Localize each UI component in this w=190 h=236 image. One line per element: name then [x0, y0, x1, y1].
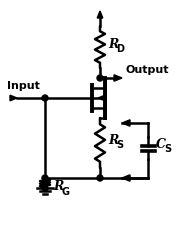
Polygon shape: [114, 75, 122, 81]
Text: R: R: [108, 134, 118, 147]
Text: C: C: [156, 138, 166, 151]
Circle shape: [97, 175, 103, 181]
Polygon shape: [10, 95, 17, 101]
Text: Input: Input: [7, 81, 40, 91]
Circle shape: [97, 75, 103, 81]
Polygon shape: [122, 120, 130, 126]
Polygon shape: [97, 11, 103, 18]
Text: R: R: [108, 38, 118, 51]
Circle shape: [42, 175, 48, 181]
Polygon shape: [122, 175, 130, 181]
Text: S: S: [164, 144, 171, 154]
Text: R: R: [53, 181, 63, 194]
Text: G: G: [61, 187, 69, 197]
Text: Output: Output: [125, 65, 169, 75]
Text: S: S: [116, 140, 123, 150]
Circle shape: [42, 95, 48, 101]
Polygon shape: [98, 96, 104, 100]
Text: D: D: [116, 44, 124, 54]
Circle shape: [42, 185, 48, 191]
